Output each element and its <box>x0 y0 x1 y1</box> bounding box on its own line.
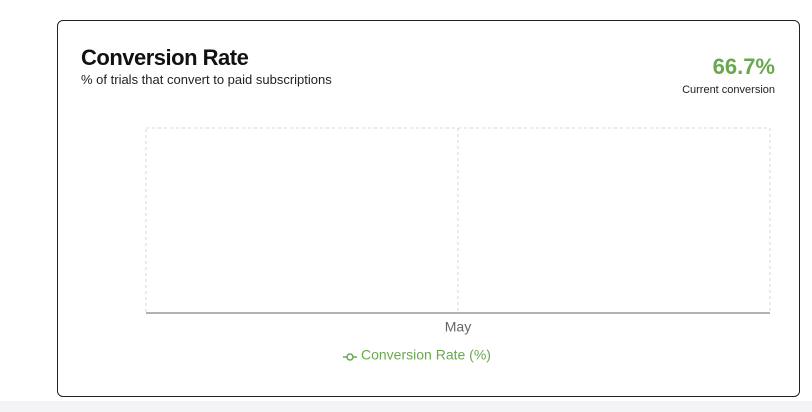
legend-icon-dot <box>346 353 354 361</box>
kpi-caption: Current conversion <box>682 84 775 96</box>
background-strip <box>0 401 812 412</box>
card-title: Conversion Rate <box>81 45 249 70</box>
kpi-value: 66.7% <box>712 54 775 79</box>
chart: May Conversion Rate (%) <box>145 127 771 363</box>
legend-label: Conversion Rate (%) <box>361 347 491 363</box>
x-tick-label: May <box>445 319 471 335</box>
card: Conversion Rate % of trials that convert… <box>57 20 800 397</box>
card-subtitle: % of trials that convert to paid subscri… <box>81 72 332 87</box>
